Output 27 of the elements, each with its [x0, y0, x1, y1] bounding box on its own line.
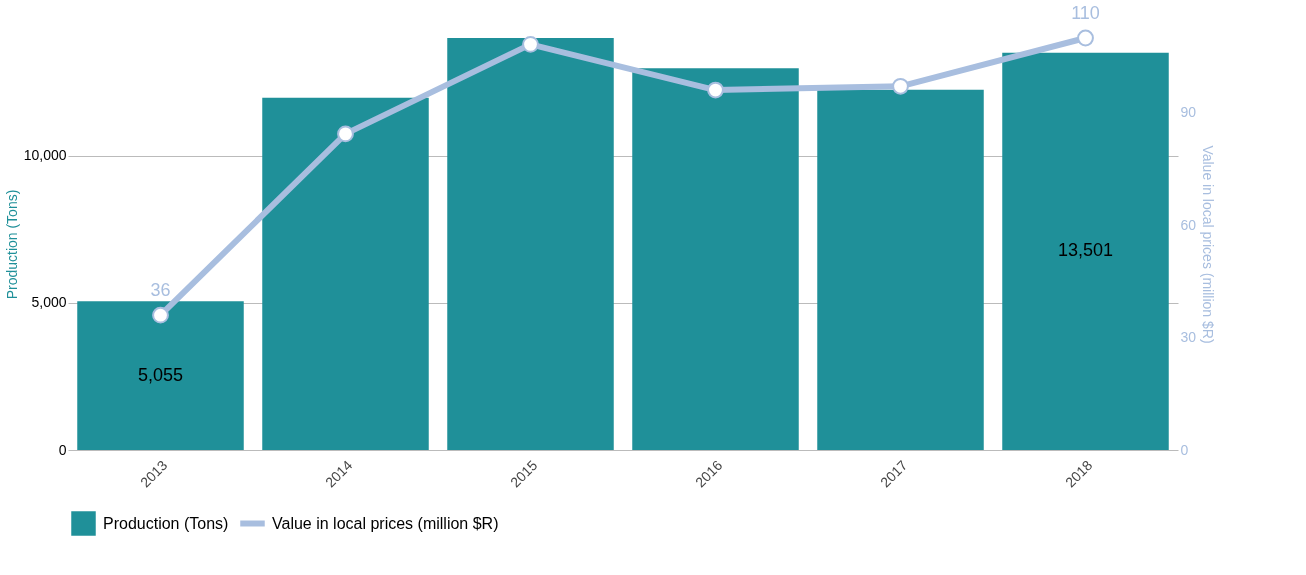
y-axis-title: Production (Tons)	[3, 189, 20, 300]
y2-tick-label: 0	[1180, 441, 1189, 458]
data-label: 5,055	[137, 364, 184, 385]
bar	[817, 89, 984, 450]
point	[707, 81, 724, 99]
point	[892, 77, 909, 95]
point	[152, 306, 169, 324]
point	[522, 35, 539, 53]
bar	[1002, 52, 1169, 450]
bar	[77, 301, 244, 450]
legend-label: Value in local prices (million $R)	[272, 514, 499, 532]
bar	[632, 68, 799, 450]
bar	[262, 97, 429, 450]
data-label: 13,501	[1057, 240, 1114, 261]
y-tick-label: 10,000	[23, 147, 67, 164]
point	[337, 125, 354, 143]
bar	[447, 38, 614, 450]
y-tick-label: 5,000	[31, 294, 67, 311]
point	[1077, 29, 1094, 47]
y-tick-label: 0	[58, 441, 67, 458]
data-label: 36	[150, 280, 171, 301]
y2-tick-label: 60	[1180, 216, 1197, 233]
legend-label: Production (Tons)	[103, 514, 229, 532]
y2-tick-label: 30	[1180, 329, 1197, 346]
y2-axis-title: Value in local prices (million $R)	[1200, 145, 1217, 344]
data-label: 110	[1071, 3, 1100, 23]
y2-tick-label: 90	[1180, 104, 1197, 121]
